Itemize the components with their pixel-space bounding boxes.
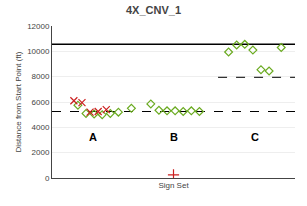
- svg-text:10000: 10000: [27, 47, 50, 56]
- svg-text:12000: 12000: [27, 22, 50, 31]
- svg-text:0: 0: [45, 174, 50, 183]
- svg-text:4X_CNV_1: 4X_CNV_1: [126, 4, 181, 16]
- svg-text:8000: 8000: [32, 72, 50, 81]
- svg-text:A: A: [89, 131, 97, 143]
- svg-text:C: C: [251, 131, 259, 143]
- svg-text:B: B: [170, 131, 178, 143]
- svg-text:4000: 4000: [32, 123, 50, 132]
- svg-text:Distance from Start Point (ft): Distance from Start Point (ft): [14, 51, 23, 152]
- svg-text:2000: 2000: [32, 148, 50, 157]
- svg-text:Sign Set: Sign Set: [158, 181, 189, 190]
- svg-text:6000: 6000: [32, 98, 50, 107]
